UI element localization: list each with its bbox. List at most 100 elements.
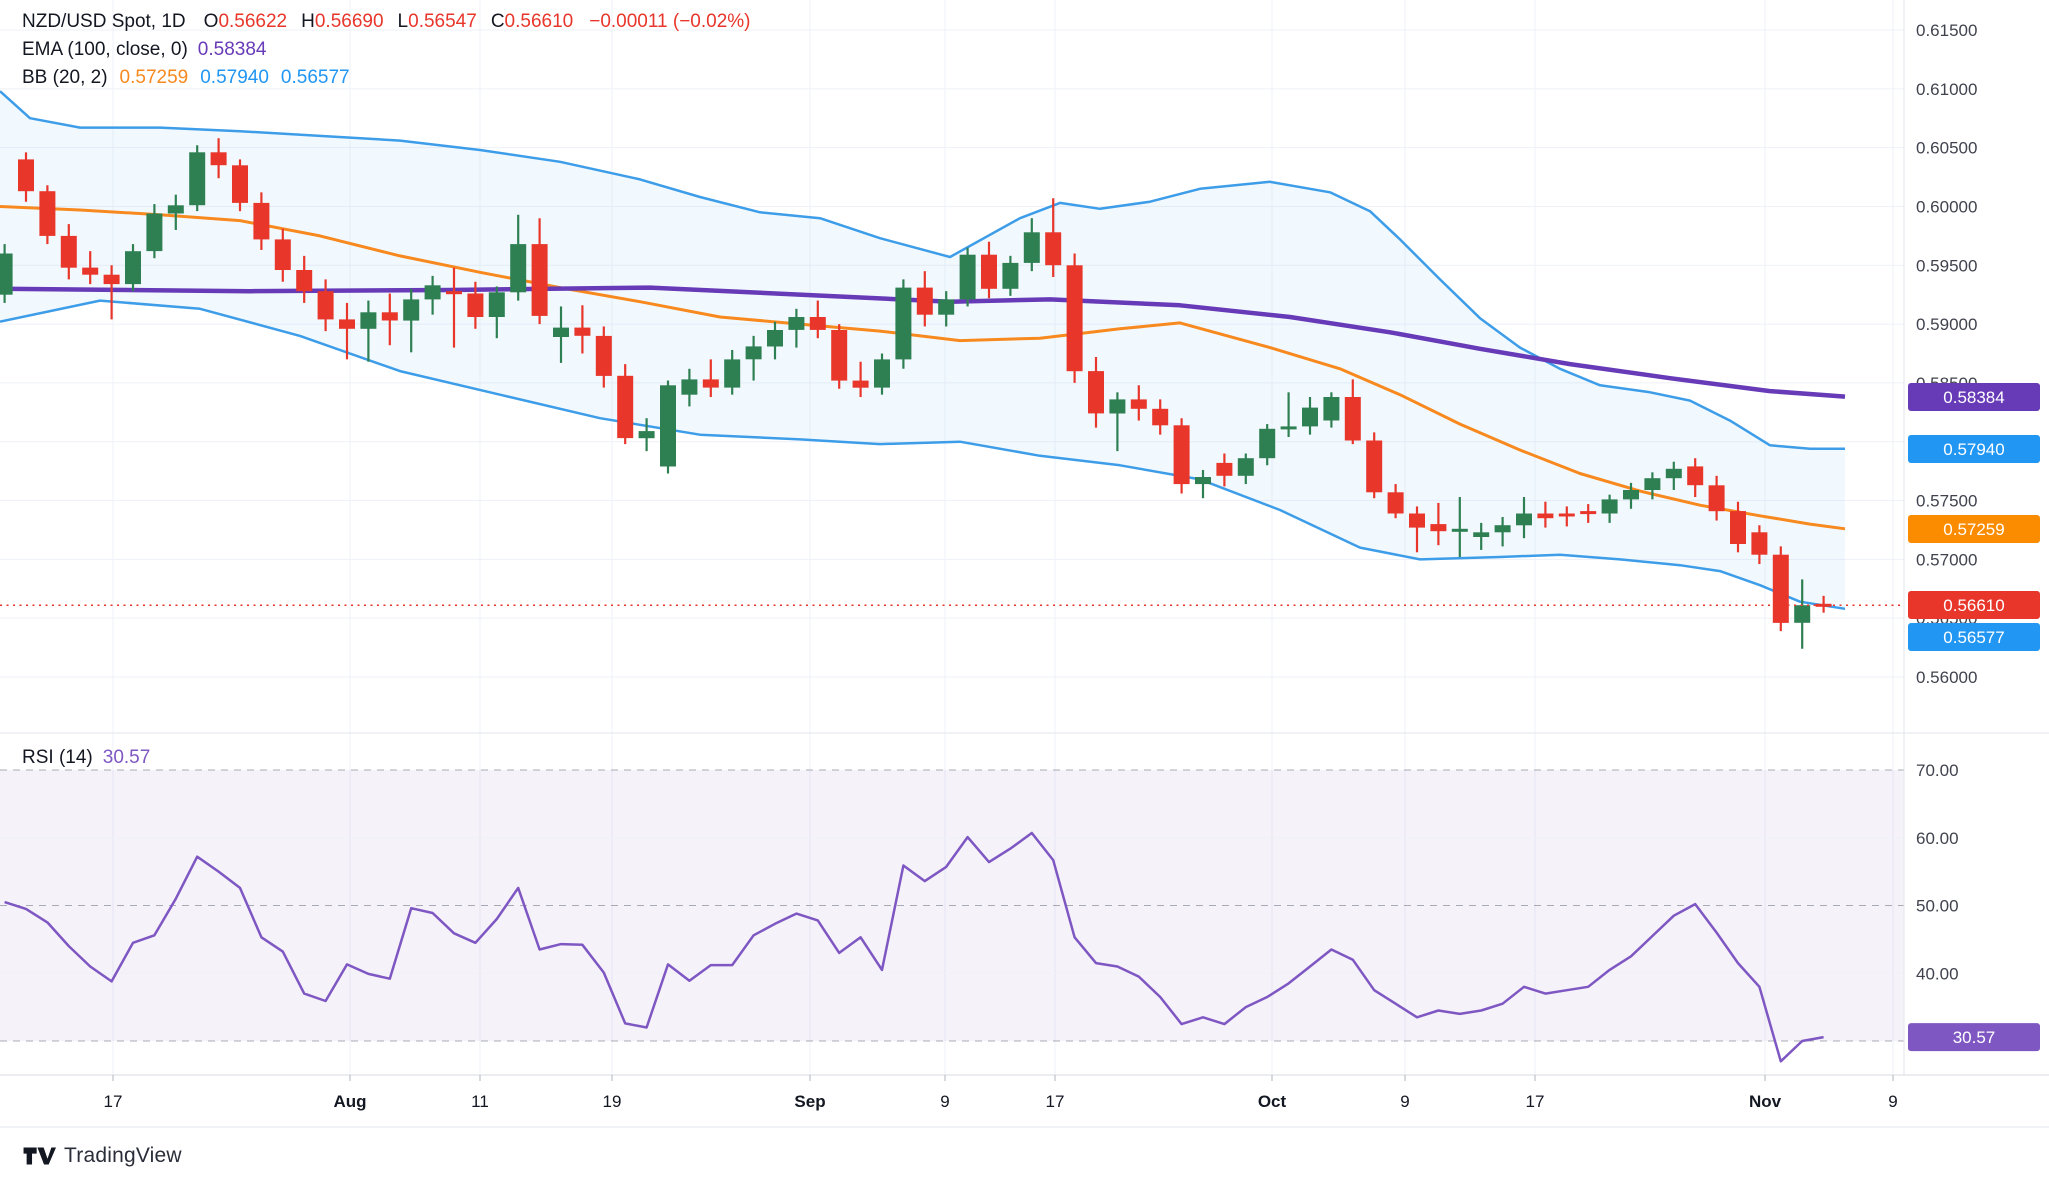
symbol-title: NZD/USD Spot, 1D [22, 11, 186, 32]
rsi-band [0, 769, 1904, 1042]
candle [1173, 425, 1190, 485]
bollinger-bands [0, 90, 1846, 611]
ema-value: 0.58384 [197, 39, 267, 60]
open-label: O [203, 11, 219, 32]
candle [1259, 428, 1276, 459]
price-axis-label: 0.60500 [1916, 139, 1977, 158]
rsi-axis-label: 40.00 [1916, 964, 1959, 983]
candle [1580, 511, 1597, 515]
price-axis-label: 0.61000 [1916, 80, 1977, 99]
price-badge-text: 0.56610 [1943, 596, 2004, 615]
candle [788, 317, 805, 330]
symbol-row[interactable]: NZD/USD Spot, 1D O0.56622 H0.56690 L0.56… [22, 8, 751, 36]
time-axis-label: 9 [1888, 1092, 1897, 1111]
bb-label: BB (20, 2) [22, 67, 108, 88]
candle [1152, 408, 1169, 426]
price-badge-text: 0.56577 [1943, 628, 2004, 647]
candle [1473, 532, 1490, 537]
price-badge [1908, 591, 2040, 619]
candle [1195, 477, 1211, 485]
candle [189, 152, 206, 206]
price-axis-label: 0.56000 [1916, 668, 1977, 687]
low-value: 0.56547 [408, 11, 477, 32]
candle [1216, 462, 1233, 476]
ema-legend-row[interactable]: EMA (100, close, 0) 0.58384 [22, 36, 751, 64]
candle [1708, 485, 1725, 512]
candle [767, 330, 783, 347]
price-badge [1908, 515, 2040, 543]
candle [1451, 528, 1468, 532]
price-axis[interactable]: 0.61500 0.61000 0.60500 0.60000 0.59500 0.590… [1916, 21, 1977, 983]
candle [1430, 524, 1447, 532]
candle [488, 292, 505, 317]
time-axis-label: 19 [603, 1092, 622, 1111]
candle [467, 293, 484, 317]
candle [595, 335, 612, 376]
candle [403, 299, 420, 321]
time-axis-label: 17 [104, 1092, 123, 1111]
price-badge-text: 0.57259 [1943, 520, 2004, 539]
candle [1644, 478, 1661, 490]
ema-label: EMA (100, close, 0) [22, 39, 188, 60]
tradingview-logo-text: TradingView [64, 1144, 182, 1167]
candle [938, 299, 955, 315]
candle [553, 327, 569, 337]
candle [39, 191, 56, 236]
time-axis-label: 11 [471, 1092, 489, 1111]
candle [660, 385, 676, 467]
time-axis-label: 9 [1400, 1092, 1409, 1111]
candle [724, 359, 741, 388]
candle [702, 379, 719, 388]
candle [381, 312, 398, 321]
tradingview-logo-icon [23, 1147, 56, 1165]
price-badge-text: 0.58384 [1943, 388, 2004, 407]
candle [1665, 468, 1682, 479]
rsi-badge-text: 30.57 [1953, 1028, 1996, 1047]
close-label: C [490, 11, 505, 32]
time-axis-label: 9 [940, 1092, 949, 1111]
rsi-legend-row[interactable]: RSI (14) 30.57 [22, 744, 150, 772]
candle [1815, 603, 1832, 607]
candle [146, 213, 163, 252]
candle [1344, 397, 1361, 441]
candle [1066, 265, 1083, 372]
candle [1687, 466, 1704, 486]
candle [317, 291, 334, 320]
candle [446, 291, 462, 295]
time-axis[interactable]: 17 Aug 11 19 Sep 9 17 Oct 9 17 Nov 9 [104, 1075, 1898, 1111]
change-value: −0.00011 (−0.02%) [589, 11, 751, 32]
candle [424, 285, 441, 300]
candle [874, 359, 890, 388]
price-badge-text: 0.57940 [1943, 440, 2004, 459]
rsi-badge [1908, 1023, 2040, 1052]
candle [1516, 513, 1532, 526]
candle [1023, 232, 1040, 263]
candle [167, 205, 184, 214]
candle [852, 380, 869, 388]
bb-basis-line [0, 205, 1846, 531]
price-axis-label: 0.60000 [1916, 197, 1977, 216]
bb-legend-row[interactable]: BB (20, 2) 0.57259 0.57940 0.56577 [22, 64, 751, 92]
rsi-axis-label: 70.00 [1916, 761, 1959, 780]
candle [1794, 605, 1811, 623]
candle [82, 267, 99, 275]
rsi-axis-label: 50.00 [1916, 897, 1959, 916]
bb-upper-line [0, 90, 1845, 451]
candle [959, 254, 976, 300]
candle [1237, 458, 1254, 476]
price-axis-label: 0.61500 [1916, 21, 1977, 40]
candlestick-series [0, 138, 1832, 649]
candle [531, 244, 548, 316]
price-badge [1908, 383, 2040, 411]
high-value: 0.56690 [314, 11, 384, 32]
price-axis-label: 0.57000 [1916, 550, 1977, 569]
time-axis-label: Oct [1258, 1092, 1287, 1111]
rsi-label: RSI (14) [22, 747, 93, 768]
candle [1387, 492, 1404, 514]
tradingview-logo[interactable]: TradingView [22, 1144, 182, 1168]
candle [1002, 262, 1019, 289]
candle [1558, 513, 1575, 517]
candle [1088, 371, 1104, 414]
candle [916, 287, 933, 315]
